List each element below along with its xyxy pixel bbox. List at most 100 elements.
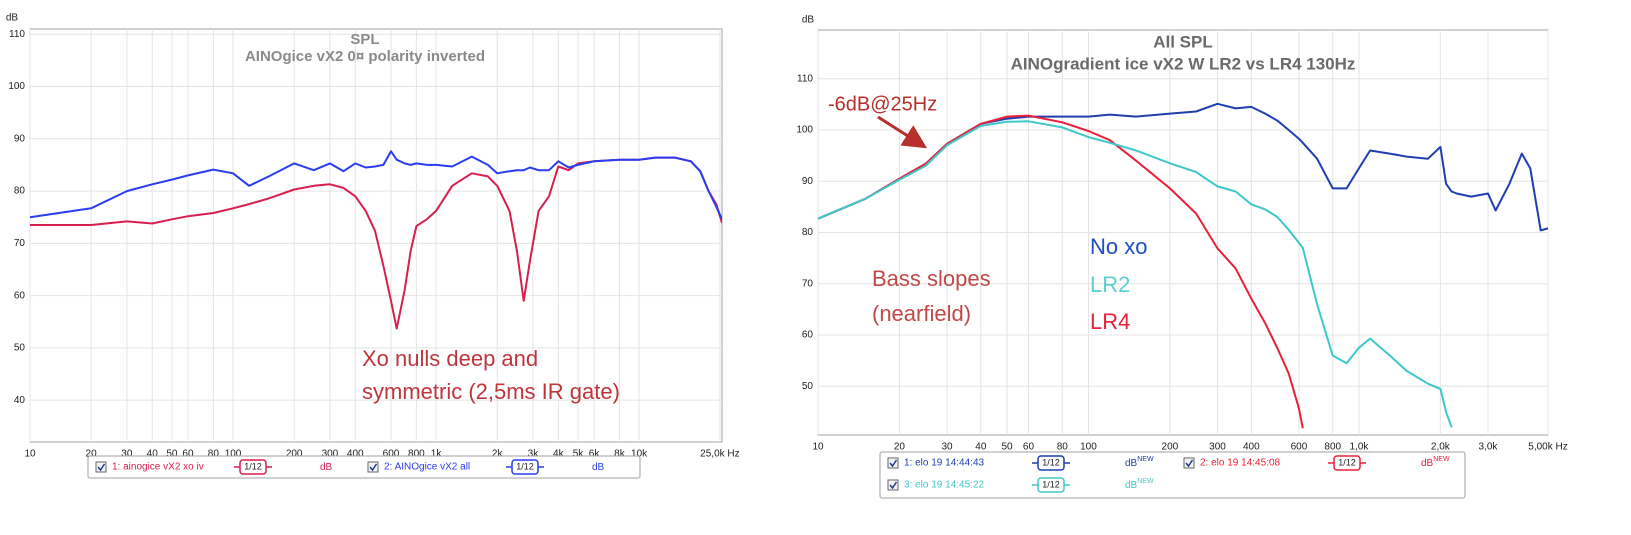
legend-smoothing: 1/12 [1042,479,1060,489]
x-tick-label: 6k [589,449,601,460]
legend-checkbox[interactable] [95,461,107,473]
x-tick-label: 2k [492,449,504,460]
x-tick-label: 60 [182,449,194,460]
x-tick-label: 800 [1324,442,1341,453]
legend-unit: dBNEW [1125,478,1154,491]
y-tick-label: 110 [797,73,813,84]
legend-smoothing-box [1037,477,1065,493]
x-tick-label: 30 [121,449,133,460]
x-tick-label: 800 [408,449,425,460]
legend-unit-tag: NEW [1137,456,1154,463]
x-tick-label: 50 [166,449,178,460]
y-tick-label: 60 [14,290,26,301]
x-tick-label: 60 [1023,442,1035,453]
legend-smoothing-box [1037,455,1065,471]
legend-label: 1: elo 19 14:44:43 [904,458,985,469]
x-tick-label: 300 [1209,442,1226,453]
chart-subtitle: AINOgice vX2 0¤ polarity inverted [245,48,485,65]
legend-unit-text: dB [320,462,333,473]
x-tick-label: 8k [614,449,626,460]
legend-check [369,463,378,472]
annotation: -6dB@25Hz [828,93,937,115]
x-tick-label: 10 [812,442,824,453]
legend-unit-text: dB [1421,458,1434,469]
legend-unit: dBNEW [1421,456,1450,469]
legend-label: 3: elo 19 14:45:22 [904,480,985,491]
legend-unit-text: dB [1125,480,1138,491]
x-tick-label: 20 [86,449,98,460]
legend-smoothing: 1/12 [1338,457,1356,467]
chart-subtitle: AINOgradient ice vX2 W LR2 vs LR4 130Hz [1011,54,1356,73]
y-tick-label: 70 [14,238,26,249]
legend-smoothing-box [511,459,539,475]
x-tick-label: 400 [1243,442,1260,453]
legend-smoothing: 1/12 [1042,457,1060,467]
x-tick-label: 100 [1080,442,1097,453]
series-line [818,114,1304,429]
annotation: No xo [1090,234,1147,259]
y-tick-label: 40 [14,395,26,406]
y-tick-label: 90 [802,176,814,187]
annotation-arrow [877,115,928,149]
legend-checkbox[interactable] [887,479,899,491]
legend-smoothing: 1/12 [516,461,534,471]
y-tick-label: 80 [802,227,814,238]
legend-checkbox[interactable] [887,457,899,469]
y-tick-label: 110 [9,29,25,40]
legend-checkbox[interactable] [367,461,379,473]
x-tick-label: 600 [1291,442,1308,453]
x-tick-label: 80 [1057,442,1069,453]
y-tick-label: 60 [802,330,814,341]
x-tick-label: 200 [1162,442,1179,453]
legend-unit-tag: NEW [1433,456,1450,463]
chart-title: All SPL [1153,32,1213,51]
annotation: Bass slopes [872,266,991,291]
x-tick-label: 100 [225,449,242,460]
y-axis-label: dB [802,15,815,26]
x-tick-label: 40 [975,442,987,453]
legend-check [889,459,898,468]
legend-label: 2: AINOgice vX2 all [384,462,470,473]
legend-box [87,455,641,479]
x-tick-label: 600 [383,449,400,460]
y-tick-label: 50 [14,343,26,354]
y-tick-label: 70 [802,278,814,289]
annotation: LR2 [1090,272,1130,297]
y-axis-label: dB [6,13,19,24]
legend-unit-text: dB [1125,458,1138,469]
x-tick-label: 25,0k Hz [700,449,739,460]
legend-box [879,451,1466,499]
legend-check [1185,459,1194,468]
series-line [818,102,1548,232]
x-tick-label: 2,0k [1431,442,1451,453]
y-tick-label: 50 [802,381,814,392]
x-tick-label: 300 [322,449,339,460]
x-tick-label: 30 [941,442,953,453]
annotation: LR4 [1090,309,1130,334]
y-tick-label: 80 [14,186,26,197]
x-tick-label: 400 [347,449,364,460]
x-tick-label: 3k [528,449,540,460]
legend-smoothing-box [1333,455,1361,471]
legend-smoothing: 1/12 [244,461,262,471]
x-tick-label: 200 [286,449,303,460]
legend-label: 2: elo 19 14:45:08 [1200,458,1281,469]
x-tick-label: 4k [553,449,565,460]
annotation: symmetric (2,5ms IR gate) [362,379,620,404]
legend-unit: dB [320,462,333,473]
series-line [818,120,1453,428]
y-tick-label: 90 [14,133,26,144]
legend-unit-text: dB [592,462,605,473]
x-tick-label: 40 [147,449,159,460]
annotation: (nearfield) [872,301,971,326]
chart-title: SPL [350,31,379,48]
x-tick-label: 50 [1001,442,1013,453]
y-tick-label: 100 [8,81,25,92]
x-tick-label: 1,0k [1349,442,1369,453]
legend-checkbox[interactable] [1183,457,1195,469]
legend-check [97,463,106,472]
x-tick-label: 1k [431,449,443,460]
legend-check [889,481,898,490]
